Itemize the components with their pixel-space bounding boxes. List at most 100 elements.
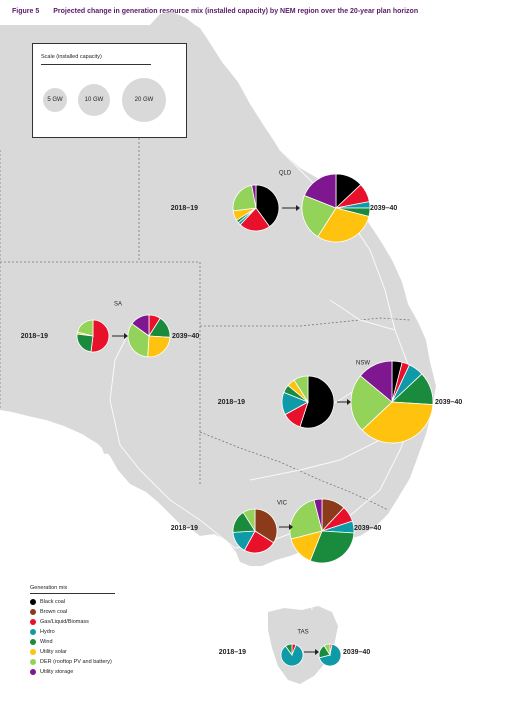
arrow-head bbox=[347, 399, 351, 405]
region-name: NSW bbox=[356, 361, 370, 367]
year-label: 2039–40 bbox=[343, 649, 370, 656]
region-name: QLD bbox=[279, 171, 292, 177]
state-borders bbox=[0, 138, 411, 511]
region-name: SA bbox=[114, 302, 122, 308]
legend-item-der: DER (rooftop PV and battery) bbox=[30, 657, 160, 667]
year-label: 2018–19 bbox=[219, 649, 246, 656]
legend-item-utility-storage: Utility storage bbox=[30, 667, 160, 677]
legend-label: Hydro bbox=[40, 629, 55, 635]
cape-york bbox=[150, 12, 195, 25]
legend-item-hydro: Hydro bbox=[30, 627, 160, 637]
figure-title: Projected change in generation resource … bbox=[53, 8, 419, 15]
scale-circle-20gw: 20 GW bbox=[122, 78, 166, 122]
legend-item-gas: Gas/Liquid/Biomass bbox=[30, 617, 160, 627]
scale-rule bbox=[41, 64, 151, 65]
pie-tas-after bbox=[318, 643, 342, 667]
pie-slice bbox=[289, 499, 323, 540]
pie-slice bbox=[303, 173, 337, 209]
border-nsw-vic bbox=[199, 431, 389, 511]
pie-slice bbox=[243, 530, 275, 554]
pie-slice bbox=[317, 207, 370, 243]
pie-slice bbox=[255, 184, 280, 228]
legend-swatch bbox=[30, 619, 36, 625]
pie-vic-after bbox=[289, 498, 355, 564]
pie-slice bbox=[284, 643, 293, 657]
pie-slice bbox=[90, 319, 110, 353]
legend-swatch bbox=[30, 669, 36, 675]
pie-slice bbox=[323, 643, 331, 657]
legend-swatch bbox=[30, 659, 36, 665]
pie-tas-before bbox=[280, 643, 304, 667]
year-label: 2018–19 bbox=[171, 205, 198, 212]
arrow-head bbox=[315, 649, 319, 655]
pie-slice bbox=[131, 314, 150, 337]
mainland-landmass bbox=[0, 25, 436, 566]
pie-nsw-before bbox=[281, 375, 335, 429]
pie-nsw-after bbox=[350, 360, 434, 444]
border-qld-nsw bbox=[200, 317, 411, 327]
transmission-line bbox=[229, 59, 416, 521]
transmission-line bbox=[309, 559, 313, 611]
pie-slice bbox=[309, 530, 355, 564]
pie-slice bbox=[301, 194, 337, 238]
legend-label: Wind bbox=[40, 639, 53, 645]
legend-label: DER (rooftop PV and battery) bbox=[40, 659, 112, 665]
scale-title: Scale (installed capacity) bbox=[41, 54, 102, 60]
pie-slice bbox=[147, 335, 171, 358]
scale-circle-5gw: 5 GW bbox=[43, 88, 67, 112]
pie-qld-before bbox=[232, 184, 280, 232]
legend-swatch bbox=[30, 609, 36, 615]
pie-slice bbox=[251, 184, 257, 209]
pie-slice bbox=[299, 375, 335, 429]
figure-header: Figure 5 Projected change in generation … bbox=[12, 8, 502, 15]
legend-swatch bbox=[30, 649, 36, 655]
pie-slice bbox=[232, 184, 257, 212]
pie-sa-before bbox=[76, 319, 110, 353]
scale-label: 10 GW bbox=[84, 97, 104, 103]
year-label: 2039–40 bbox=[370, 205, 397, 212]
transmission-line bbox=[249, 439, 381, 481]
arrow-head bbox=[296, 205, 300, 211]
pie-sa-after bbox=[127, 314, 171, 358]
region-name: VIC bbox=[277, 501, 288, 507]
tasmania-landmass bbox=[268, 606, 338, 684]
generation-mix-legend: Generation mix Black coal Brown coal Gas… bbox=[30, 585, 160, 677]
scale-circle-10gw: 10 GW bbox=[78, 84, 110, 116]
year-label: 2018–19 bbox=[21, 333, 48, 340]
transmission-line bbox=[109, 329, 131, 446]
transmission-line bbox=[329, 299, 396, 331]
legend-label: Brown coal bbox=[40, 609, 68, 615]
kangaroo-island bbox=[102, 446, 124, 454]
pie-slice bbox=[350, 375, 393, 431]
year-label: 2039–40 bbox=[435, 399, 462, 406]
pie-slice bbox=[242, 508, 256, 533]
figure-number: Figure 5 bbox=[12, 8, 40, 15]
legend-label: Utility solar bbox=[40, 649, 67, 655]
legend-label: Black coal bbox=[40, 599, 66, 605]
pie-slice bbox=[127, 323, 150, 358]
year-label: 2039–40 bbox=[172, 333, 199, 340]
pie-slice bbox=[293, 375, 309, 404]
scale-label: 20 GW bbox=[134, 97, 154, 103]
year-label: 2018–19 bbox=[171, 525, 198, 532]
scale-label: 5 GW bbox=[47, 97, 63, 103]
legend-swatch bbox=[30, 599, 36, 605]
legend-item-utility-solar: Utility solar bbox=[30, 647, 160, 657]
scale-legend: Scale (installed capacity) 5 GW 10 GW 20… bbox=[32, 43, 187, 138]
year-label: 2039–40 bbox=[354, 525, 381, 532]
legend-swatch bbox=[30, 639, 36, 645]
legend-label: Gas/Liquid/Biomass bbox=[40, 619, 89, 625]
region-pies: QLD 2018–19 2039–40 SA 2018–19 2039–40 NSW 2018… bbox=[21, 171, 462, 667]
region-name: TAS bbox=[297, 630, 308, 636]
pie-vic-before bbox=[232, 508, 278, 554]
legend-title: Generation mix bbox=[30, 585, 115, 594]
legend-label: Utility storage bbox=[40, 669, 74, 675]
arrow-head bbox=[289, 524, 293, 530]
pie-slice bbox=[361, 401, 434, 444]
legend-item-wind: Wind bbox=[30, 637, 160, 647]
pie-slice bbox=[313, 498, 323, 532]
pie-qld-after bbox=[301, 173, 371, 243]
pie-slice bbox=[77, 319, 94, 337]
legend-item-black-coal: Black coal bbox=[30, 597, 160, 607]
